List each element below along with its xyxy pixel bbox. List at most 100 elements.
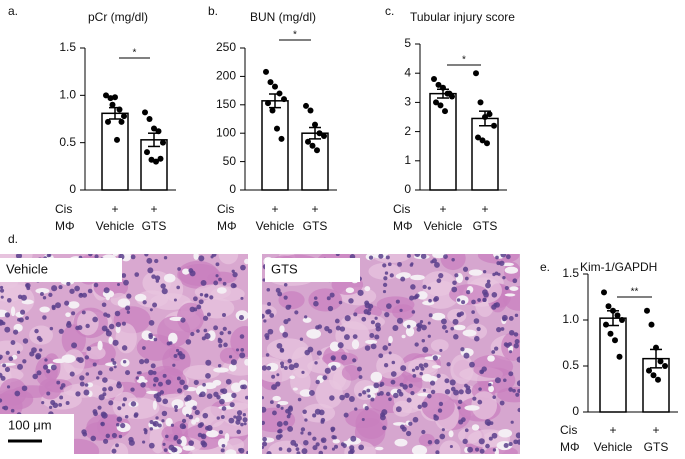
nucleus: [111, 432, 118, 439]
nucleus: [457, 399, 463, 405]
lumen: [332, 439, 341, 444]
nucleus: [262, 420, 266, 426]
lumen: [115, 325, 121, 334]
nucleus: [382, 425, 387, 431]
y-tick-label: 1.5: [59, 40, 76, 54]
lumen: [351, 339, 360, 350]
nucleus: [221, 406, 227, 411]
nucleus: [238, 447, 245, 454]
tubule: [200, 406, 226, 428]
row-label: MΦ: [55, 219, 75, 233]
nucleus: [109, 367, 114, 372]
data-point: [650, 372, 657, 379]
nucleus: [55, 302, 61, 309]
significance-label: **: [631, 287, 639, 298]
nucleus: [116, 416, 123, 422]
nucleus: [287, 358, 292, 364]
nucleus: [262, 313, 265, 319]
lumen: [11, 354, 18, 360]
nucleus: [44, 358, 48, 362]
nucleus: [318, 450, 324, 454]
nucleus: [388, 351, 392, 355]
nucleus: [196, 329, 200, 333]
nucleus: [108, 386, 114, 392]
nucleus: [457, 406, 461, 410]
nucleus: [6, 297, 12, 303]
tubule: [341, 364, 361, 381]
lumen: [10, 306, 16, 317]
nucleus: [64, 300, 70, 306]
nucleus: [330, 427, 335, 431]
nucleus: [218, 343, 223, 348]
nucleus: [517, 407, 520, 413]
nucleus: [390, 371, 397, 377]
lumen: [401, 334, 406, 339]
data-point: [269, 107, 276, 114]
nucleus: [142, 346, 146, 350]
tubule: [199, 297, 235, 319]
nucleus: [408, 383, 413, 389]
nucleus: [508, 387, 513, 392]
nucleus: [66, 281, 71, 286]
nucleus: [75, 391, 81, 397]
nucleus: [146, 257, 153, 264]
treatment-label: +: [481, 202, 488, 216]
nucleus: [36, 335, 42, 341]
nucleus: [276, 342, 283, 349]
nucleus: [149, 308, 153, 312]
nucleus: [34, 328, 39, 334]
nucleus: [17, 294, 23, 300]
nucleus: [499, 400, 505, 406]
nucleus: [517, 388, 520, 393]
histology-image: [0, 254, 248, 454]
nucleus: [206, 393, 213, 399]
lumen: [205, 430, 219, 438]
nucleus: [112, 339, 119, 346]
nucleus: [278, 447, 283, 451]
nucleus: [385, 255, 390, 260]
nucleus: [512, 278, 518, 284]
nucleus: [337, 342, 344, 349]
nucleus: [451, 258, 455, 262]
nucleus: [361, 418, 365, 422]
nucleus: [427, 334, 431, 338]
nucleus: [232, 271, 238, 278]
nucleus: [144, 430, 148, 435]
nucleus: [114, 310, 121, 317]
lumen: [328, 361, 341, 369]
nucleus: [276, 403, 281, 409]
nucleus: [505, 254, 511, 260]
row-label: MΦ: [560, 440, 580, 454]
lumen: [462, 329, 477, 337]
tubule: [262, 407, 296, 433]
row-label: Cis: [55, 202, 72, 216]
nucleus: [432, 355, 438, 361]
data-point: [479, 137, 486, 144]
nucleus: [323, 445, 328, 450]
nucleus: [494, 377, 501, 384]
data-point: [491, 122, 497, 129]
nucleus: [59, 395, 64, 400]
nucleus: [384, 311, 390, 318]
nucleus: [283, 366, 288, 370]
nucleus: [231, 269, 235, 273]
tubule: [63, 383, 105, 398]
nucleus: [271, 384, 277, 391]
nucleus: [312, 445, 318, 451]
nucleus: [439, 348, 443, 352]
nucleus: [0, 285, 4, 290]
nucleus: [0, 295, 4, 299]
nucleus: [235, 419, 241, 425]
nucleus: [155, 416, 159, 420]
lumen: [39, 306, 50, 313]
nucleus: [97, 405, 102, 410]
nucleus: [486, 279, 491, 284]
nucleus: [176, 376, 181, 381]
nucleus: [117, 406, 122, 411]
nucleus: [484, 419, 491, 426]
nucleus: [188, 268, 194, 274]
nucleus: [87, 288, 93, 294]
nucleus: [130, 387, 135, 392]
nucleus: [438, 273, 444, 279]
nucleus: [400, 276, 406, 282]
